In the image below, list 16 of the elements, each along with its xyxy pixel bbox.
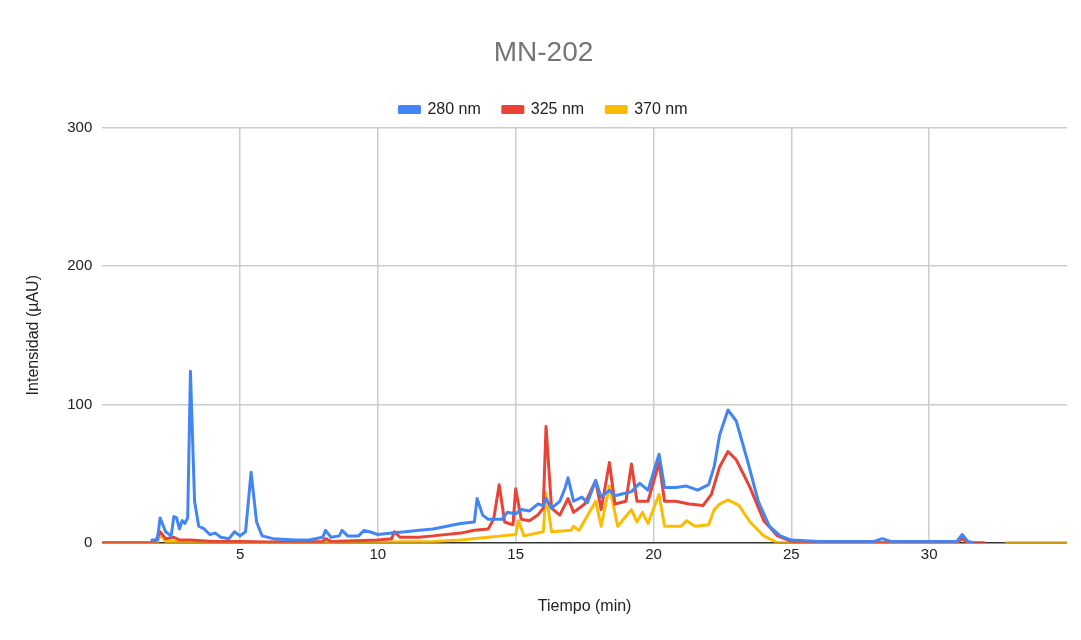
y-tick-label: 200: [67, 256, 93, 274]
legend-label: 280 nm: [427, 100, 481, 118]
x-tick-label: 15: [507, 544, 525, 562]
y-tick-label: 0: [83, 532, 93, 550]
chart-title: MN-202: [493, 35, 594, 67]
y-tick-label: 300: [67, 117, 93, 135]
x-tick-label: 20: [645, 544, 662, 562]
x-tick-label: 5: [235, 544, 245, 562]
legend-label: 325 nm: [530, 100, 585, 118]
x-tick-label: 25: [783, 544, 800, 562]
x-tick-label: 30: [920, 544, 938, 562]
y-axis-title: Intensidad (µAU): [24, 275, 42, 396]
x-tick-label: 10: [369, 544, 387, 562]
y-tick-label: 100: [67, 394, 93, 412]
x-axis-title: Tiempo (min): [537, 596, 632, 614]
legend-label: 370 nm: [634, 100, 688, 118]
